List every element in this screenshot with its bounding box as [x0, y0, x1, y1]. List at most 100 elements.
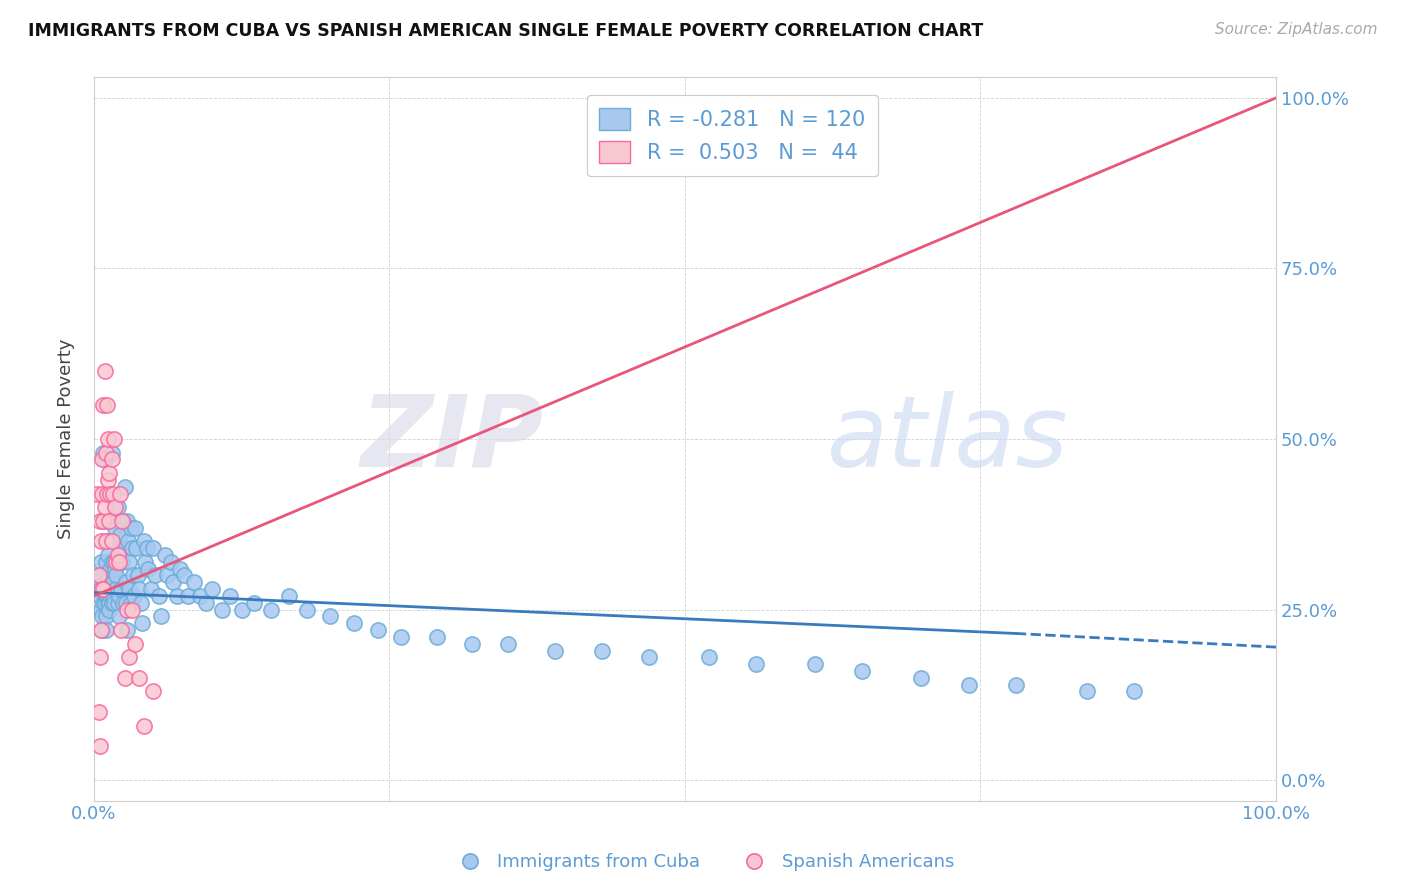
Point — [129, 596, 152, 610]
Point — [183, 575, 205, 590]
Point — [97, 548, 120, 562]
Point — [115, 602, 138, 616]
Point — [169, 562, 191, 576]
Point — [134, 555, 156, 569]
Point — [86, 486, 108, 500]
Point — [93, 364, 115, 378]
Point — [108, 555, 131, 569]
Point — [100, 534, 122, 549]
Point — [195, 596, 218, 610]
Point — [107, 609, 129, 624]
Point — [124, 521, 146, 535]
Point — [125, 541, 148, 556]
Point — [118, 582, 141, 596]
Point — [188, 589, 211, 603]
Point — [804, 657, 827, 672]
Point — [139, 582, 162, 596]
Point — [260, 602, 283, 616]
Point — [142, 541, 165, 556]
Point — [131, 616, 153, 631]
Text: IMMIGRANTS FROM CUBA VS SPANISH AMERICAN SINGLE FEMALE POVERTY CORRELATION CHART: IMMIGRANTS FROM CUBA VS SPANISH AMERICAN… — [28, 22, 983, 40]
Point — [98, 596, 121, 610]
Point — [100, 486, 122, 500]
Point — [93, 500, 115, 515]
Point — [101, 486, 124, 500]
Point — [426, 630, 449, 644]
Text: Source: ZipAtlas.com: Source: ZipAtlas.com — [1215, 22, 1378, 37]
Point — [96, 486, 118, 500]
Point — [122, 568, 145, 582]
Point — [89, 582, 111, 596]
Point — [1076, 684, 1098, 698]
Point — [104, 521, 127, 535]
Point — [97, 568, 120, 582]
Point — [145, 568, 167, 582]
Point — [94, 445, 117, 459]
Point — [89, 568, 111, 582]
Point — [93, 582, 115, 596]
Point — [96, 589, 118, 603]
Point — [93, 452, 115, 467]
Point — [96, 398, 118, 412]
Point — [110, 582, 132, 596]
Point — [100, 562, 122, 576]
Point — [124, 637, 146, 651]
Point — [120, 596, 142, 610]
Point — [91, 623, 114, 637]
Point — [242, 596, 264, 610]
Point — [367, 623, 389, 637]
Point — [90, 555, 112, 569]
Point — [118, 650, 141, 665]
Point — [105, 568, 128, 582]
Point — [177, 589, 200, 603]
Point — [544, 643, 567, 657]
Point — [105, 582, 128, 596]
Point — [98, 602, 121, 616]
Point — [128, 582, 150, 596]
Point — [910, 671, 932, 685]
Point — [103, 596, 125, 610]
Point — [115, 623, 138, 637]
Point — [111, 555, 134, 569]
Point — [118, 555, 141, 569]
Point — [100, 589, 122, 603]
Point — [957, 678, 980, 692]
Point — [98, 466, 121, 480]
Point — [112, 596, 135, 610]
Point — [93, 514, 115, 528]
Point — [94, 534, 117, 549]
Point — [114, 541, 136, 556]
Point — [100, 555, 122, 569]
Point — [108, 527, 131, 541]
Point — [91, 582, 114, 596]
Point — [343, 616, 366, 631]
Point — [105, 555, 128, 569]
Point — [148, 589, 170, 603]
Point — [121, 541, 143, 556]
Point — [93, 596, 115, 610]
Point — [89, 650, 111, 665]
Point — [101, 568, 124, 582]
Point — [166, 589, 188, 603]
Point — [295, 602, 318, 616]
Point — [142, 684, 165, 698]
Point — [697, 650, 720, 665]
Point — [117, 534, 139, 549]
Point — [94, 534, 117, 549]
Point — [278, 589, 301, 603]
Point — [211, 602, 233, 616]
Text: atlas: atlas — [827, 391, 1069, 488]
Point — [122, 589, 145, 603]
Point — [107, 596, 129, 610]
Point — [100, 445, 122, 459]
Point — [591, 643, 613, 657]
Point — [87, 568, 110, 582]
Point — [1123, 684, 1146, 698]
Point — [94, 609, 117, 624]
Point — [389, 630, 412, 644]
Point — [153, 548, 176, 562]
Legend: Immigrants from Cuba, Spanish Americans: Immigrants from Cuba, Spanish Americans — [444, 847, 962, 879]
Point — [127, 568, 149, 582]
Point — [111, 514, 134, 528]
Point — [745, 657, 768, 672]
